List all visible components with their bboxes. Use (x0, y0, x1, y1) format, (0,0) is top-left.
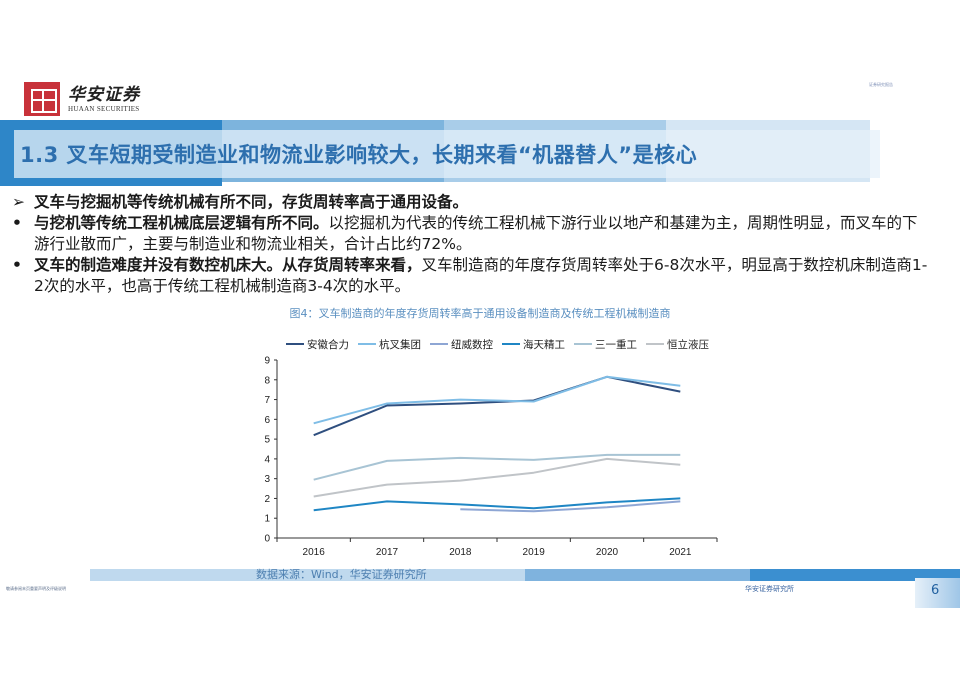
data-source: 数据来源：Wind，华安证券研究所 (256, 568, 427, 581)
y-tick-label: 9 (264, 356, 270, 367)
y-tick-label: 8 (264, 375, 270, 386)
brand-logo: 华安证券 HUAAN SECURITIES (24, 82, 140, 116)
line-chart: 0 1 2 3 4 5 6 7 8 9 2016 2017 2018 2019 2020 2021 安徽合力 杭叉… (264, 338, 718, 558)
bullet-item: ➢ 叉车与挖掘机等传统机械有所不同，存货周转率高于通用设备。 (12, 192, 932, 213)
bullet-bold: 叉车与挖掘机等传统机械有所不同，存货周转率高于通用设备。 (34, 193, 469, 211)
dot-bullet-icon: • (12, 214, 22, 232)
page-number: 6 (931, 583, 940, 598)
x-tick-label: 2018 (449, 547, 472, 558)
legend-label: 杭叉集团 (379, 338, 421, 351)
x-tick-label: 2017 (376, 547, 399, 558)
series-line (313, 453, 681, 481)
arrow-bullet-icon: ➢ (12, 193, 25, 211)
x-tick-label: 2021 (669, 547, 692, 558)
y-tick-label: 0 (264, 534, 270, 545)
legend-label: 安徽合力 (307, 338, 349, 351)
y-tick-label: 1 (264, 514, 270, 525)
footer-org: 华安证券研究所 (745, 585, 794, 593)
bullet-bold: 与挖机等传统工程机械底层逻辑有所不同。 (34, 214, 329, 232)
y-tick-label: 6 (264, 415, 270, 426)
page-title: 1.3 叉车短期受制造业和物流业影响较大，长期来看“机器替人”是核心 (20, 143, 698, 167)
title-banner: 1.3 叉车短期受制造业和物流业影响较大，长期来看“机器替人”是核心 (0, 120, 880, 186)
series-line (313, 375, 681, 425)
bullet-list: ➢ 叉车与挖掘机等传统机械有所不同，存货周转率高于通用设备。 • 与挖机等传统工… (12, 192, 932, 297)
x-tick-label: 2020 (596, 547, 619, 558)
bullet-item: • 与挖机等传统工程机械底层逻辑有所不同。以挖掘机为代表的传统工程机械下游行业以… (12, 213, 932, 255)
brand-name-cn: 华安证券 (68, 84, 140, 105)
series-line (313, 457, 681, 498)
disclaimer-note: 敬请参阅末页重要声明及评级说明 (6, 586, 66, 591)
report-type-note: 证券研究报告 (869, 82, 893, 87)
page-number-box (915, 578, 960, 608)
bullet-item: • 叉车的制造难度并没有数控机床大。从存货周转率来看，叉车制造商的年度存货周转率… (12, 255, 932, 297)
x-tick-label: 2016 (303, 547, 326, 558)
logo-icon (24, 82, 60, 116)
bullet-text: 叉车制造商的年度存货周转率处于6-8次水平，明显高于数控机床制造商1-2次的水平… (34, 256, 928, 295)
series-line (313, 375, 681, 437)
x-tick-label: 2019 (523, 547, 546, 558)
y-tick-label: 4 (264, 454, 270, 465)
y-tick-label: 5 (264, 435, 270, 446)
bullet-bold: 叉车的制造难度并没有数控机床大。从存货周转率来看， (34, 256, 422, 274)
bullet-text: 以挖掘机为代表的传统工程机械下游行业以地产和基建为主，周期性明显，而叉车的下游行… (34, 214, 918, 253)
brand-name-en: HUAAN SECURITIES (68, 104, 140, 113)
y-tick-label: 7 (264, 395, 270, 406)
series-line (460, 500, 681, 513)
legend-label: 海天精工 (523, 338, 565, 351)
y-tick-label: 3 (264, 474, 270, 485)
source-band (90, 569, 960, 581)
y-tick-label: 2 (264, 494, 270, 505)
figure-caption: 图4：叉车制造商的年度存货周转率高于通用设备制造商及传统工程机械制造商 (289, 307, 671, 320)
legend-label: 恒立液压 (667, 338, 709, 351)
series-line (313, 497, 681, 512)
legend-label: 纽威数控 (451, 338, 493, 351)
dot-bullet-icon: • (12, 256, 22, 274)
legend-label: 三一重工 (595, 338, 637, 351)
